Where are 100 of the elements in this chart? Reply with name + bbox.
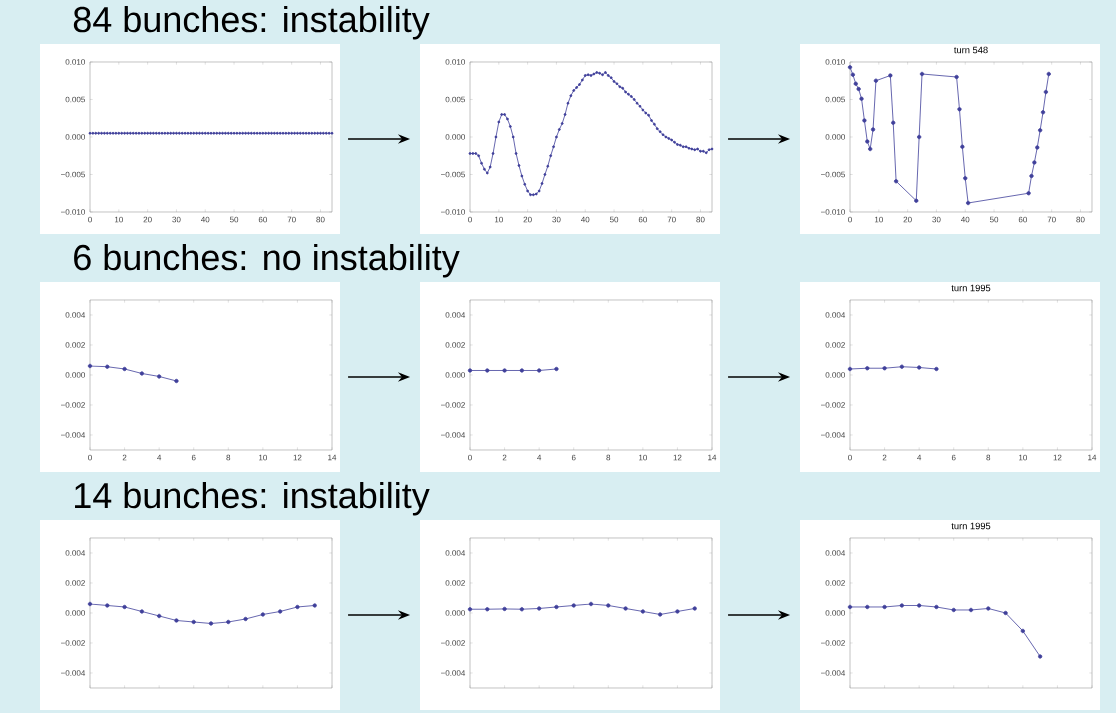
point xyxy=(899,603,904,608)
x-tick-label: 10 xyxy=(874,216,883,223)
y-tick-label: 0.002 xyxy=(825,580,845,586)
y-tick-label: −0.010 xyxy=(61,209,85,215)
point xyxy=(260,612,265,617)
x-tick-label: 6 xyxy=(191,454,196,461)
chart-title: 84 bunches: instability xyxy=(73,5,430,40)
x-tick-label: 20 xyxy=(903,216,912,223)
point xyxy=(951,607,956,613)
x-tick-label: 0 xyxy=(468,454,472,461)
x-tick-label: 2 xyxy=(882,454,887,461)
point xyxy=(87,601,93,607)
y-tick-label: −0.004 xyxy=(441,432,466,438)
point xyxy=(934,604,939,610)
point xyxy=(519,607,524,612)
point xyxy=(1038,128,1043,133)
point xyxy=(1038,654,1043,659)
point xyxy=(850,72,856,77)
x-tick-label: 6 xyxy=(571,454,576,461)
point xyxy=(191,619,196,625)
y-tick-label: −0.002 xyxy=(441,640,465,646)
y-tick-label: 0.000 xyxy=(445,134,465,140)
y-tick-label: 0.005 xyxy=(825,96,845,103)
y-tick-label: 0.004 xyxy=(65,550,86,556)
x-tick-label: 10 xyxy=(639,454,647,461)
point xyxy=(467,607,473,612)
point xyxy=(963,176,968,181)
x-tick-label: 60 xyxy=(1018,216,1027,223)
y-tick-label: 0.004 xyxy=(65,312,86,318)
point xyxy=(888,73,893,78)
point xyxy=(893,179,899,184)
point xyxy=(588,601,594,607)
x-tick-label: 80 xyxy=(696,216,705,223)
y-tick-label: 0.010 xyxy=(825,59,845,65)
y-tick-label: −0.002 xyxy=(61,402,85,408)
y-tick-label: 0.000 xyxy=(825,610,845,616)
point xyxy=(502,606,507,612)
chart-title: 14 bunches: instability xyxy=(75,481,430,516)
y-tick-label: 0.004 xyxy=(825,312,846,318)
x-tick-label: 70 xyxy=(1047,216,1056,223)
point xyxy=(853,81,858,86)
y-tick-label: 0.004 xyxy=(825,550,846,556)
x-tick-label: 30 xyxy=(172,216,181,223)
point xyxy=(571,603,576,608)
point xyxy=(105,364,110,369)
point xyxy=(87,363,93,369)
x-tick-label: 70 xyxy=(287,216,296,223)
y-tick-label: −0.005 xyxy=(61,171,85,178)
x-tick-label: 2 xyxy=(502,454,507,461)
x-tick-label: 4 xyxy=(157,454,162,461)
y-tick-label: 0.000 xyxy=(825,134,845,140)
y-tick-label: 0.010 xyxy=(65,59,85,65)
y-tick-label: 0.000 xyxy=(65,134,85,140)
point xyxy=(954,74,959,80)
point xyxy=(986,606,991,611)
x-tick-label: 40 xyxy=(200,216,210,223)
point xyxy=(960,144,965,149)
x-tick-label: 40 xyxy=(960,216,970,223)
y-tick-label: −0.004 xyxy=(61,670,86,676)
x-tick-label: 12 xyxy=(673,454,682,461)
x-tick-label: 0 xyxy=(468,216,472,223)
x-tick-label: 8 xyxy=(986,454,991,461)
y-tick-label: −0.002 xyxy=(821,402,845,408)
x-tick-label: 0 xyxy=(88,216,92,223)
y-tick-label: −0.005 xyxy=(821,171,845,178)
x-tick-label: 20 xyxy=(143,216,152,223)
chart-title: turn 1995 xyxy=(951,284,991,292)
x-tick-label: 50 xyxy=(609,216,619,223)
point xyxy=(1035,145,1040,150)
chart-title: turn 548 xyxy=(954,46,988,54)
point xyxy=(847,65,853,70)
point xyxy=(868,146,873,152)
y-tick-label: 0.005 xyxy=(65,96,85,103)
point xyxy=(862,118,867,123)
x-tick-label: 6 xyxy=(951,454,956,461)
x-tick-label: 60 xyxy=(258,216,267,223)
y-tick-label: 0.010 xyxy=(445,59,465,65)
y-tick-label: 0.000 xyxy=(65,610,85,616)
point xyxy=(891,120,896,125)
x-tick-label: 50 xyxy=(989,216,999,223)
point xyxy=(658,612,663,617)
point xyxy=(139,371,144,376)
x-tick-label: 10 xyxy=(259,454,268,461)
point xyxy=(157,374,162,379)
x-tick-label: 20 xyxy=(523,216,532,223)
point xyxy=(859,96,864,101)
point xyxy=(914,198,919,203)
y-tick-label: −0.010 xyxy=(441,209,465,215)
point xyxy=(485,607,490,612)
x-tick-label: 40 xyxy=(580,216,590,223)
point xyxy=(122,604,127,610)
point xyxy=(122,366,127,372)
point xyxy=(606,603,611,608)
point xyxy=(1003,610,1008,616)
y-tick-label: −0.005 xyxy=(441,171,465,178)
point xyxy=(917,134,922,140)
point xyxy=(1043,89,1049,95)
y-tick-label: 0.000 xyxy=(445,372,465,378)
point xyxy=(957,107,962,112)
x-tick-label: 10 xyxy=(114,216,123,223)
